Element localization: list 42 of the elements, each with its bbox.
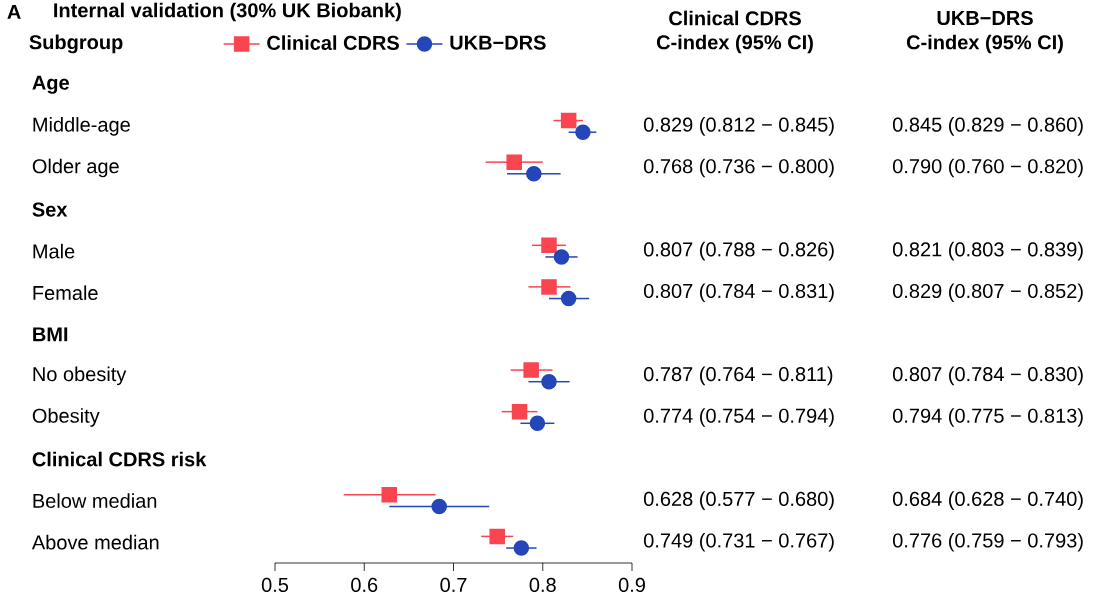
data-label: 0.774 (0.754 − 0.794)	[643, 408, 834, 427]
chart-title: Internal validation (30% UK Biobank)	[54, 2, 401, 22]
y-tick-label: Obesity	[32, 408, 100, 427]
x-tick-label: 0.7	[440, 577, 467, 593]
data-label: 0.684 (0.628 − 0.740)	[892, 491, 1083, 510]
text: Clinical CDRS	[669, 10, 801, 26]
x-tick-label: 0.8	[529, 577, 556, 593]
y-tick-label: Below median	[33, 493, 157, 508]
data-label: 0.829 (0.812 − 0.845)	[643, 117, 834, 136]
legend-label: UKB−DRS	[450, 35, 546, 50]
data-label: 0.845 (0.829 − 0.860)	[892, 117, 1083, 136]
data-label: 0.628 (0.577 − 0.680)	[643, 491, 834, 510]
y-tick-label: No obesity	[33, 366, 127, 386]
data-label: 0.749 (0.731 − 0.767)	[643, 532, 834, 552]
y-axis-title: Subgroup	[29, 34, 123, 54]
text: UKB−DRS	[937, 10, 1033, 26]
y-tick-label: Above median	[31, 534, 159, 550]
data-label: 0.790 (0.760 − 0.820)	[892, 158, 1083, 178]
y-tick-label: Middle-age	[33, 117, 130, 136]
text: C-index (95% CI)	[906, 34, 1063, 54]
x-tick-label: 0.9	[618, 577, 645, 593]
y-tick-label: Older age	[32, 158, 119, 178]
x-tick-label: 0.6	[351, 577, 378, 593]
y-tick-label: Male	[33, 243, 75, 259]
data-label: 0.821 (0.803 − 0.839)	[892, 241, 1083, 261]
y-tick-label: Age	[32, 75, 69, 94]
text: A	[7, 5, 21, 19]
y-tick-label: BMI	[33, 327, 68, 342]
x-tick-label: 0.5	[261, 577, 289, 593]
data-label: 0.807 (0.784 − 0.831)	[643, 283, 834, 303]
y-tick-label: Female	[33, 285, 98, 301]
data-label: 0.776 (0.759 − 0.793)	[892, 532, 1083, 552]
legend-label: Clinical CDRS	[267, 35, 399, 50]
y-tick-label: Sex	[32, 202, 68, 217]
data-label: 0.807 (0.784 − 0.830)	[892, 366, 1083, 386]
data-label: 0.794 (0.775 − 0.813)	[892, 408, 1083, 427]
data-label: 0.829 (0.807 − 0.852)	[892, 283, 1083, 303]
y-tick-label: Clinical CDRS risk	[32, 451, 207, 467]
data-label: 0.807 (0.788 − 0.826)	[643, 241, 834, 261]
data-label: 0.768 (0.736 − 0.800)	[643, 158, 834, 178]
text: C-index (95% CI)	[656, 34, 813, 54]
data-label: 0.787 (0.764 − 0.811)	[643, 366, 833, 386]
